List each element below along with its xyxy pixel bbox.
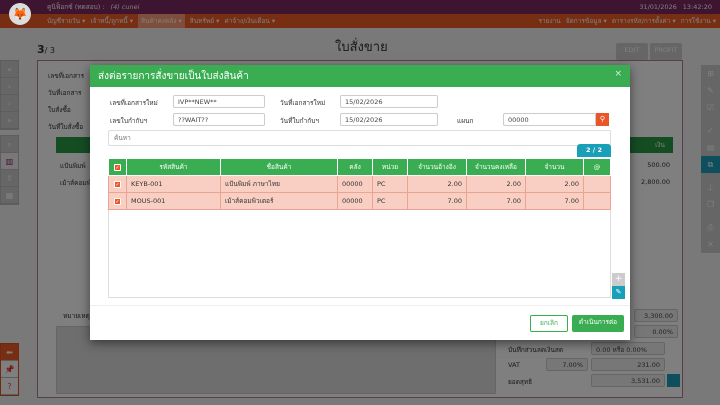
dept-input[interactable]: 00000: [503, 113, 596, 126]
cell-at: [583, 175, 611, 193]
col-at: @: [583, 158, 611, 176]
cell-code: MOUS-001: [126, 192, 221, 210]
cell-name: เม้าส์คอมพิวเตอร์: [220, 192, 338, 210]
search-icon[interactable]: ⚲: [596, 113, 609, 126]
proceed-button[interactable]: ดำเนินการต่อ: [572, 315, 624, 332]
cell-qty[interactable]: 7.00: [525, 192, 584, 210]
tax-inv-date-input[interactable]: 15/02/2026: [340, 113, 438, 126]
cell-remain-qty: 7.00: [466, 192, 526, 210]
cell-warehouse: 00000: [337, 175, 373, 193]
cell-warehouse: 00000: [337, 192, 373, 210]
add-row-icon[interactable]: +: [612, 273, 625, 286]
fox-logo-icon: 🦊: [9, 3, 31, 25]
cancel-button[interactable]: ยกเลิก: [530, 315, 568, 332]
table-row[interactable]: ✓ MOUS-001 เม้าส์คอมพิวเตอร์ 00000 PC 7.…: [108, 192, 611, 210]
cell-at: [583, 192, 611, 210]
col-name: ชื่อสินค้า: [220, 158, 338, 176]
new-doc-no-label: เลขที่เอกสารใหม่: [110, 99, 158, 107]
cell-unit: PC: [372, 192, 408, 210]
col-code: รหัสสินค้า: [126, 158, 221, 176]
cell-unit: PC: [372, 175, 408, 193]
dialog-footer-divider: [90, 305, 630, 306]
dept-label: แผนก: [457, 117, 474, 125]
row-checkbox[interactable]: ✓: [108, 175, 127, 193]
cell-ref-qty: 7.00: [407, 192, 467, 210]
cell-ref-qty: 2.00: [407, 175, 467, 193]
dialog-header: ส่งต่อรายการสั่งขายเป็นใบส่งสินค้า ×: [90, 65, 630, 87]
table-header: ✓ รหัสสินค้า ชื่อสินค้า คลัง หน่วย จำนวน…: [108, 158, 611, 176]
transfer-dialog: ส่งต่อรายการสั่งขายเป็นใบส่งสินค้า × เลขท…: [90, 65, 630, 340]
tax-inv-no-label: เลขใบกำกับฯ: [110, 117, 148, 125]
cell-remain-qty: 2.00: [466, 175, 526, 193]
cell-qty[interactable]: 2.00: [525, 175, 584, 193]
tax-inv-date-label: วันที่ใบกำกับฯ: [280, 117, 319, 125]
col-unit: หน่วย: [372, 158, 408, 176]
table-row[interactable]: ✓ KEYB-001 แป้นพิมพ์ ภาษาไทย 00000 PC 2.…: [108, 175, 611, 193]
row-checkbox[interactable]: ✓: [108, 192, 127, 210]
items-table: ✓ รหัสสินค้า ชื่อสินค้า คลัง หน่วย จำนวน…: [108, 158, 611, 210]
tax-inv-no-input[interactable]: ??WAIT??: [173, 113, 265, 126]
dialog-title: ส่งต่อรายการสั่งขายเป็นใบส่งสินค้า: [98, 71, 249, 82]
cell-code: KEYB-001: [126, 175, 221, 193]
col-remain-qty: จำนวนคงเหลือ: [466, 158, 526, 176]
new-doc-date-input[interactable]: 15/02/2026: [340, 95, 438, 108]
page-indicator: 2 / 2: [577, 144, 611, 157]
col-qty: จำนวน: [525, 158, 584, 176]
cell-name: แป้นพิมพ์ ภาษาไทย: [220, 175, 338, 193]
col-ref-qty: จำนวนอ้างอิง: [407, 158, 467, 176]
search-input[interactable]: [108, 130, 611, 146]
col-warehouse: คลัง: [337, 158, 373, 176]
select-all-checkbox[interactable]: ✓: [108, 158, 127, 176]
new-doc-date-label: วันที่เอกสารใหม่: [280, 99, 326, 107]
edit-row-icon[interactable]: ✎: [612, 286, 625, 299]
new-doc-no-input[interactable]: IVP**NEW**: [173, 95, 265, 108]
close-icon[interactable]: ×: [614, 69, 622, 79]
